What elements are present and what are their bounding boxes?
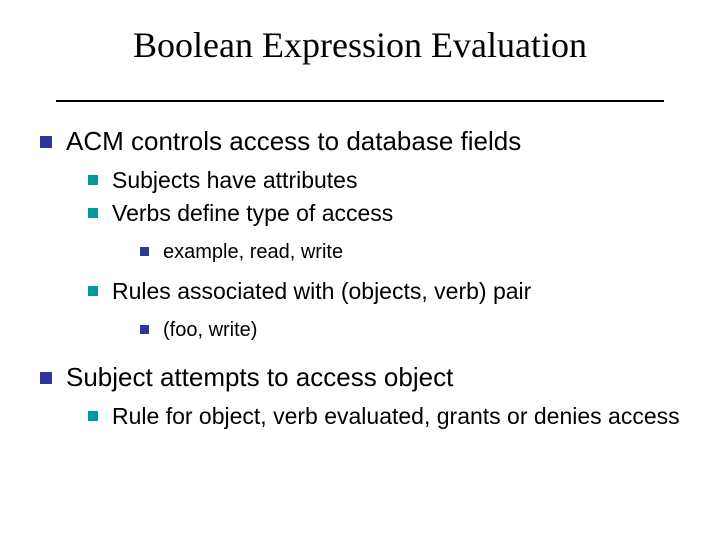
bullet-text: example, read, write — [163, 239, 684, 266]
bullet-text: Subject attempts to access object — [66, 360, 684, 395]
square-bullet-icon — [140, 247, 149, 256]
square-bullet-icon — [88, 286, 98, 296]
spacer — [36, 346, 684, 360]
bullet-l1: Verbs define type of access — [88, 198, 684, 229]
bullet-l2: example, read, write — [140, 239, 684, 266]
square-bullet-icon — [40, 136, 52, 148]
spacer — [36, 309, 684, 317]
bullet-l2: (foo, write) — [140, 317, 684, 344]
bullet-l1: Subjects have attributes — [88, 165, 684, 196]
title-underline — [56, 100, 664, 102]
square-bullet-icon — [88, 175, 98, 185]
bullet-text: ACM controls access to database fields — [66, 124, 684, 159]
bullet-text: (foo, write) — [163, 317, 684, 344]
slide-title: Boolean Expression Evaluation — [56, 24, 664, 76]
bullet-text: Verbs define type of access — [112, 198, 684, 229]
bullet-text: Subjects have attributes — [112, 165, 684, 196]
square-bullet-icon — [88, 208, 98, 218]
spacer — [36, 231, 684, 239]
square-bullet-icon — [140, 325, 149, 334]
bullet-l0: Subject attempts to access object — [40, 360, 684, 395]
square-bullet-icon — [88, 411, 98, 421]
spacer — [36, 268, 684, 276]
slide: Boolean Expression Evaluation ACM contro… — [0, 0, 720, 540]
bullet-l1: Rule for object, verb evaluated, grants … — [88, 401, 684, 432]
bullet-text: Rules associated with (objects, verb) pa… — [112, 276, 684, 307]
bullet-l1: Rules associated with (objects, verb) pa… — [88, 276, 684, 307]
bullet-l0: ACM controls access to database fields — [40, 124, 684, 159]
square-bullet-icon — [40, 372, 52, 384]
bullet-text: Rule for object, verb evaluated, grants … — [112, 401, 684, 432]
